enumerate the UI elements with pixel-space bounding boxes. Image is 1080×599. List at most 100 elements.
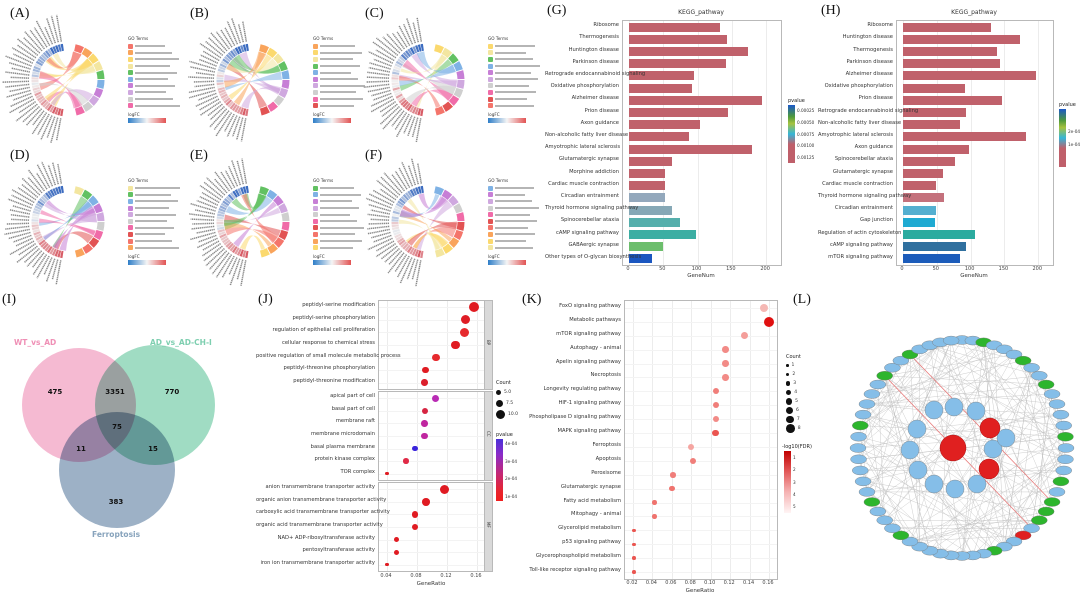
legend-item xyxy=(128,192,184,199)
chord-arc-segment xyxy=(82,101,93,112)
gene-label-mark xyxy=(199,42,222,59)
gene-arc-segment xyxy=(57,44,62,52)
gene-label-mark xyxy=(15,237,33,247)
gene-arc-segment xyxy=(232,190,238,198)
row-grid-line xyxy=(379,527,485,528)
legend-tick-label: 4 xyxy=(793,491,796,497)
chord-ribbon xyxy=(228,54,272,100)
network-node-outer-green xyxy=(1037,379,1055,390)
gene-label-mark xyxy=(394,112,408,130)
legend-item-text xyxy=(320,84,365,87)
gene-arc-segment xyxy=(412,46,418,54)
bar xyxy=(629,34,728,44)
gene-arc-segment xyxy=(417,186,422,194)
legend-item-text xyxy=(320,51,362,54)
chord-arc-segment xyxy=(442,243,453,254)
dot-row-label: mTOR signaling pathway xyxy=(556,330,621,337)
network-node-inner xyxy=(983,439,1003,459)
chord-arc-segment xyxy=(281,221,290,231)
network-edge xyxy=(909,406,955,542)
gene-arc-segment xyxy=(34,63,42,69)
logfc-gradient xyxy=(313,117,351,123)
gene-arc-segment xyxy=(52,46,58,54)
bar-category-label: Gap junction xyxy=(860,217,893,224)
go-dot xyxy=(412,445,418,452)
chord-diagram-svg xyxy=(4,161,105,285)
legend-swatch xyxy=(488,83,493,89)
kegg-dot xyxy=(652,500,657,505)
count-label: 1 xyxy=(791,363,795,368)
gene-label-mark xyxy=(382,108,403,130)
legend-tick-label: 2e-04 xyxy=(505,476,518,482)
chord-ribbon xyxy=(224,193,266,227)
chord-ribbon xyxy=(52,52,96,74)
fdr-legend: -log10(FDR) 1 2 3 4 5 xyxy=(782,444,812,513)
bar-category-label: Oxidative phosphorylation xyxy=(550,83,619,90)
legend-item-text xyxy=(135,240,172,243)
chord-arc-segment xyxy=(453,203,463,214)
legend-item-text xyxy=(495,71,531,74)
chord-arc-segment xyxy=(281,70,290,80)
gene-arc-segment xyxy=(54,45,60,53)
gene-label-mark xyxy=(379,105,400,125)
gene-arc-segment xyxy=(220,93,228,99)
x-tick-label: 0.02 xyxy=(626,580,638,586)
gene-arc-segment xyxy=(414,45,420,53)
bar-category-label: Non-alcoholic fatty liver disease xyxy=(545,131,629,138)
legend-item xyxy=(313,63,369,70)
gene-arc-segment xyxy=(218,65,226,71)
network-edge xyxy=(961,483,978,557)
legend-item xyxy=(128,238,184,245)
network-node-outer xyxy=(1023,523,1040,533)
legend-item-text xyxy=(495,240,526,243)
legend-item-text xyxy=(135,193,171,196)
bar-category-label: Spinocerebellar ataxia xyxy=(560,217,619,224)
row-grid-line xyxy=(625,488,777,490)
bar xyxy=(629,169,666,178)
chord-arc-segment xyxy=(434,44,445,54)
legend-swatch xyxy=(128,238,133,244)
gene-label-mark xyxy=(208,250,228,270)
gene-arc-segment xyxy=(35,93,43,99)
gene-arc-segment xyxy=(34,205,42,211)
gene-arc-segment xyxy=(49,47,55,55)
gene-label-mark xyxy=(406,17,417,44)
legend-item-text xyxy=(320,240,362,243)
network-edge xyxy=(909,511,1047,542)
legend-item xyxy=(488,89,544,96)
gene-arc-segment xyxy=(237,188,243,196)
pvalue-legend: pvalue 4e-04 3e-04 2e-04 1e-04 xyxy=(496,432,517,501)
network-edge xyxy=(860,345,995,426)
gene-label-mark xyxy=(215,31,231,50)
network-edge xyxy=(976,483,1040,521)
gene-label-mark xyxy=(386,33,403,52)
legend-item: 5.0 xyxy=(496,387,518,398)
network-edge xyxy=(862,342,941,415)
gene-arc-segment xyxy=(52,188,58,196)
bar-category-label: cAMP signaling pathway xyxy=(556,229,619,236)
legend-swatch xyxy=(313,70,318,76)
gene-label-mark xyxy=(188,213,215,218)
chord-arc-segment xyxy=(259,44,270,54)
gene-label-mark xyxy=(240,260,247,286)
gene-label-mark xyxy=(10,218,30,221)
venn-count-ad_fer: 15 xyxy=(148,445,158,453)
legend-swatch xyxy=(488,76,493,82)
plot-area xyxy=(624,300,778,580)
row-grid-line xyxy=(379,319,485,321)
gene-arc-segment xyxy=(395,235,403,241)
gene-label-mark xyxy=(401,161,414,187)
network-edge xyxy=(884,483,935,521)
legend-title: Count xyxy=(496,380,511,386)
count-label: 7 xyxy=(796,417,800,422)
chord-legend: GO Terms logFC xyxy=(128,178,184,265)
count-dot xyxy=(786,415,794,424)
gene-label-mark xyxy=(411,117,419,138)
network-node-outer xyxy=(1057,443,1075,453)
gene-label-mark xyxy=(32,254,48,275)
x-tick-label: 0.08 xyxy=(684,580,696,586)
chord-ribbon xyxy=(52,196,88,249)
network-node-inner xyxy=(924,400,944,420)
gene-label-mark xyxy=(55,14,63,42)
kegg-dot xyxy=(741,332,749,340)
